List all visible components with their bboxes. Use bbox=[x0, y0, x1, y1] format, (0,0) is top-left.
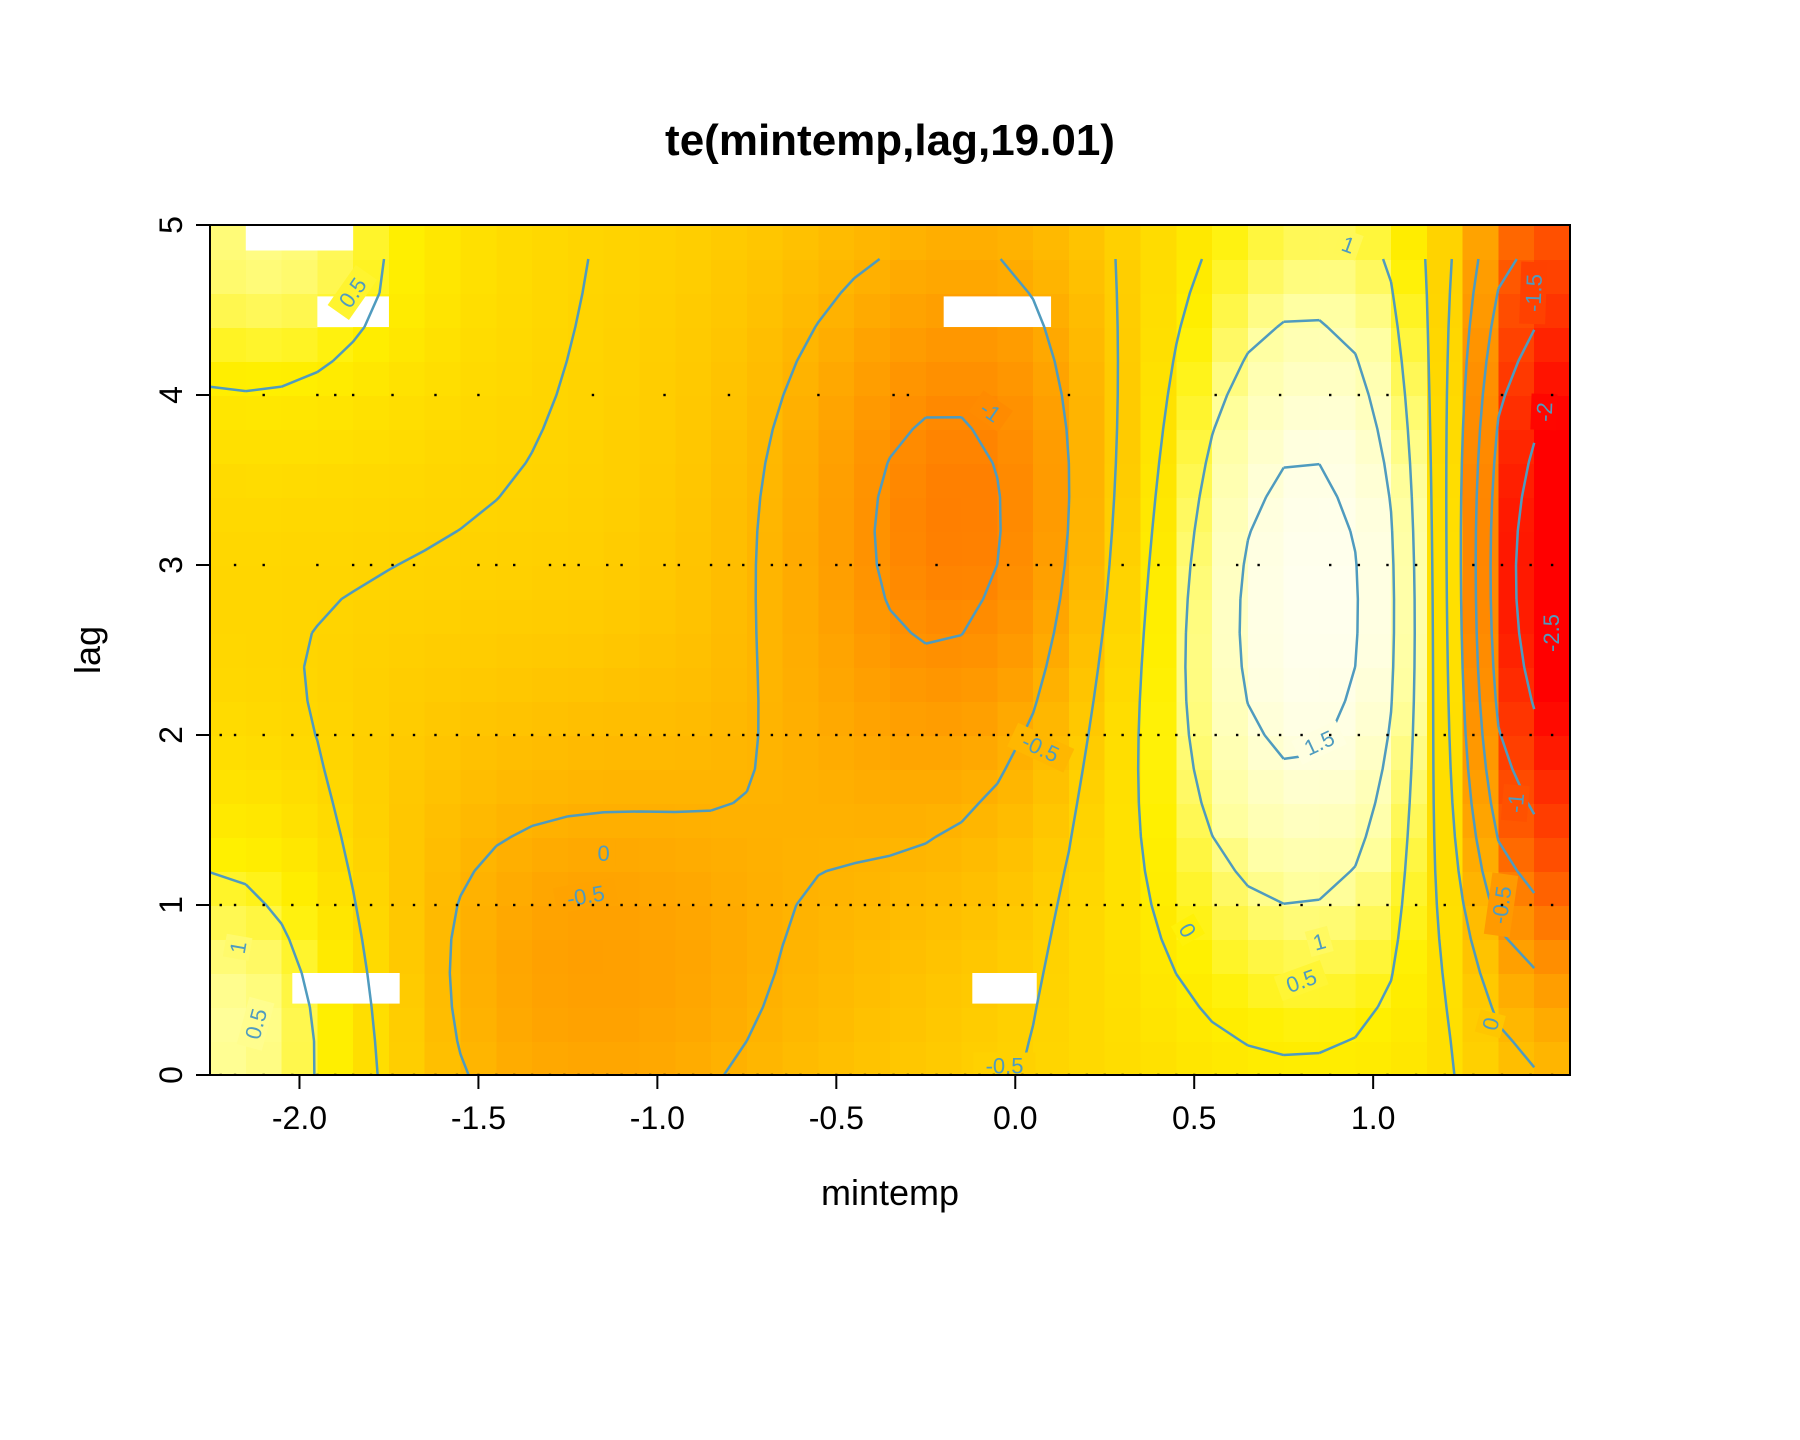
x-axis-label: mintemp bbox=[821, 1172, 959, 1213]
x-tick-label: 0.5 bbox=[1172, 1100, 1216, 1136]
x-tick-label: -1.5 bbox=[451, 1100, 506, 1136]
chart-container: 0.50-0.5-0.5-10-0.50.511.510-0.5-1-1.5-2… bbox=[0, 0, 1800, 1440]
svg-text:-2.5: -2.5 bbox=[1539, 614, 1564, 652]
chart-title: te(mintemp,lag,19.01) bbox=[665, 116, 1115, 165]
y-tick-label: 5 bbox=[153, 216, 189, 234]
y-tick-label: 4 bbox=[153, 386, 189, 404]
y-tick-label: 2 bbox=[153, 726, 189, 744]
x-tick-label: -0.5 bbox=[809, 1100, 864, 1136]
heatmap-cells bbox=[210, 200, 1571, 1077]
svg-text:-1: -1 bbox=[1503, 792, 1530, 814]
x-tick-label: 1.0 bbox=[1351, 1100, 1395, 1136]
svg-text:-2: -2 bbox=[1532, 402, 1558, 422]
y-axis-label: lag bbox=[67, 626, 108, 674]
y-tick-label: 0 bbox=[153, 1066, 189, 1084]
y-tick-label: 1 bbox=[153, 896, 189, 914]
x-tick-label: -2.0 bbox=[272, 1100, 327, 1136]
y-tick-label: 3 bbox=[153, 556, 189, 574]
x-tick-label: 0.0 bbox=[993, 1100, 1037, 1136]
svg-text:-1.5: -1.5 bbox=[1521, 274, 1547, 313]
heatmap-svg: 0.50-0.5-0.5-10-0.50.511.510-0.5-1-1.5-2… bbox=[0, 0, 1800, 1440]
svg-text:0: 0 bbox=[598, 841, 610, 866]
x-tick-label: -1.0 bbox=[630, 1100, 685, 1136]
